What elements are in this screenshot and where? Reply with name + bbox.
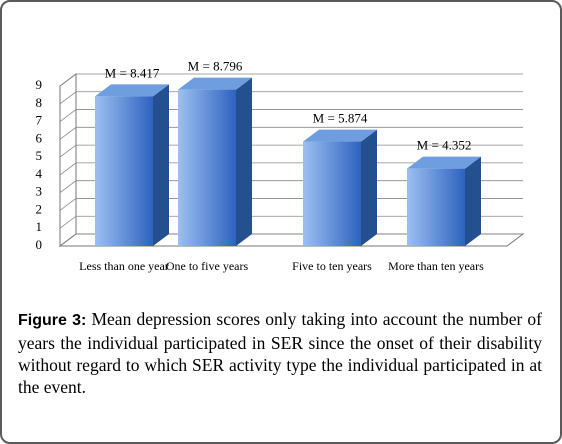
bar-top: [178, 77, 252, 90]
grid-line: [59, 109, 523, 122]
y-tick-label: 2: [36, 201, 43, 216]
back-wall: [59, 73, 77, 247]
y-tick-label: 4: [36, 166, 43, 181]
grid-line: [59, 126, 523, 140]
bar-top: [95, 84, 169, 97]
y-tick-label: 0: [36, 237, 43, 252]
caption-text: Mean depression scores only taking into …: [18, 309, 542, 397]
data-label: M = 8.417: [105, 65, 160, 80]
caption-label: Figure 3:: [18, 312, 87, 329]
bar-side: [236, 77, 252, 246]
caption: Figure 3: Mean depression scores only ta…: [18, 308, 542, 398]
y-tick-label: 8: [36, 95, 43, 110]
y-tick-label: 1: [36, 219, 43, 234]
y-tick-label: 3: [36, 184, 43, 199]
x-tick-label: Less than one year: [79, 259, 169, 273]
bar-top: [303, 129, 377, 142]
bar: [407, 168, 465, 246]
data-label: M = 8.796: [188, 59, 243, 74]
data-label: M = 5.874: [313, 111, 368, 126]
x-tick-label: More than ten years: [388, 259, 484, 273]
data-label: M = 4.352: [417, 138, 472, 153]
y-tick-label: 9: [36, 77, 43, 92]
bar-top: [407, 156, 481, 169]
bar: [95, 96, 153, 246]
bar-side: [361, 129, 377, 246]
chart: 0 1 2 3 4 5 6 7 8 9 M = 8.417 M = 8.796 M = 5.874 M =…: [36, 59, 525, 252]
y-tick-label: 5: [36, 148, 43, 163]
x-tick-label: One to five years: [165, 259, 249, 273]
grid-line: [59, 91, 523, 105]
x-tick-label: Five to ten years: [292, 259, 372, 273]
bar-side: [465, 156, 481, 246]
bar: [303, 141, 361, 246]
bar-side: [153, 84, 169, 246]
grid-line: [59, 73, 523, 87]
y-tick-label: 7: [36, 113, 43, 128]
y-tick-label: 6: [36, 130, 43, 145]
bar: [178, 89, 236, 246]
